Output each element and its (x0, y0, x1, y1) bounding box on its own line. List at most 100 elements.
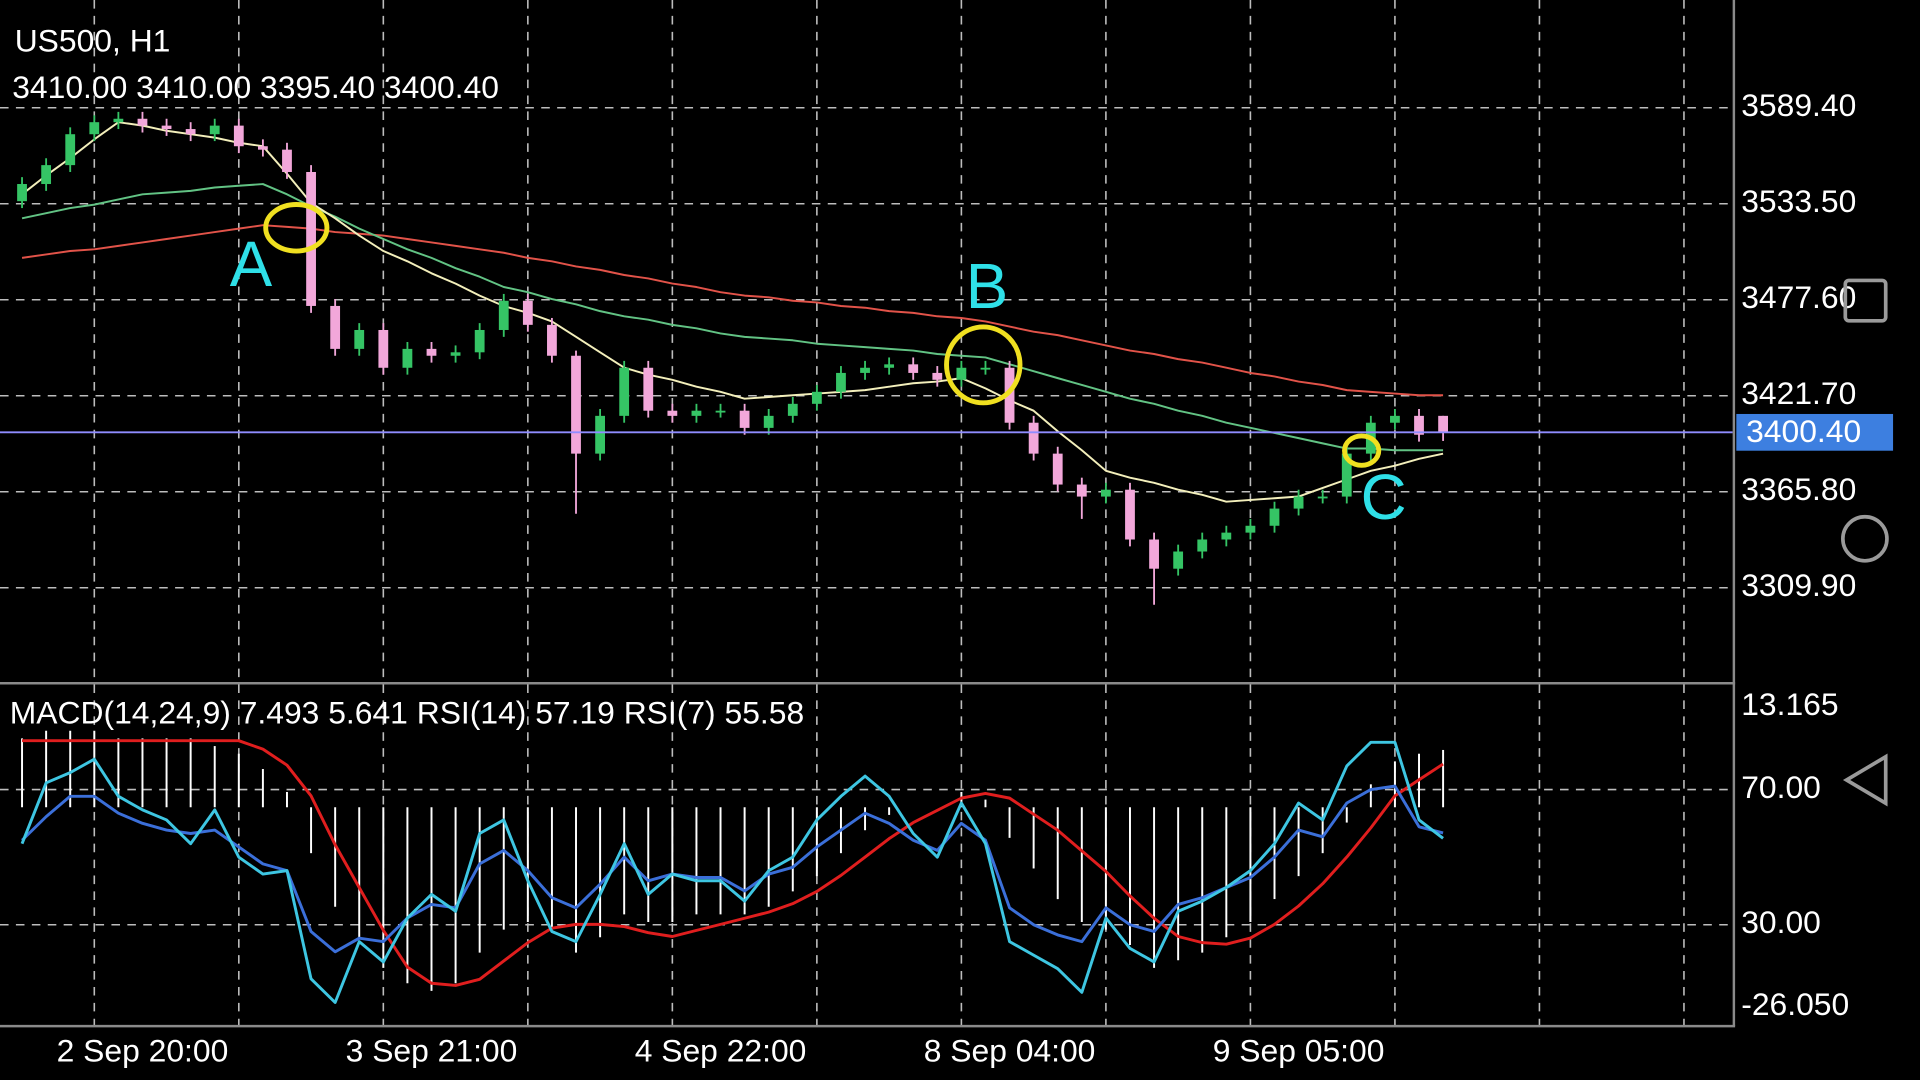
candle-body (17, 184, 27, 202)
candle-body (1149, 539, 1159, 569)
candle-body (1245, 525, 1256, 533)
candle-body (884, 364, 895, 368)
x-tick-label: 2 Sep 20:00 (57, 1032, 229, 1068)
candle-body (209, 125, 220, 135)
highlight-circle (1342, 433, 1382, 468)
moving-average (21, 224, 1444, 397)
candle-body (571, 355, 581, 454)
candle-body (113, 118, 124, 123)
indicator-line (21, 784, 1444, 954)
candle-body (89, 122, 100, 135)
marks (0, 111, 1733, 1004)
candle-body (547, 324, 557, 356)
x-tick-label: 9 Sep 05:00 (1213, 1032, 1385, 1068)
candle-body (1101, 489, 1111, 497)
highlight-circle (944, 324, 1023, 406)
candle-body (1173, 551, 1184, 569)
x-tick-label: 4 Sep 22:00 (635, 1032, 807, 1068)
chart-subtitle: 3410.00 3410.00 3395.40 3400.40 (12, 69, 499, 105)
candle-body (1125, 489, 1135, 540)
candle-body (619, 367, 630, 416)
candle-body (715, 410, 726, 413)
candle-body (643, 367, 654, 411)
y-tick-label: 3365.80 (1741, 471, 1856, 507)
fullscreen-button[interactable] (1843, 278, 1888, 323)
candle-body (980, 367, 991, 370)
candle-body (1197, 539, 1208, 552)
y-tick-label: 3309.90 (1741, 567, 1856, 603)
candle-body (1076, 484, 1087, 497)
candle-body (258, 146, 268, 150)
candle-body (787, 403, 798, 416)
candle-body (1293, 496, 1304, 509)
candle-body (474, 329, 485, 353)
indicator-line (20, 740, 1444, 1004)
candle-body (1221, 532, 1232, 540)
candle-body (330, 305, 341, 349)
candle-body (1317, 496, 1328, 499)
candle-body (233, 125, 244, 147)
candle-body (354, 329, 365, 349)
y-tick-label: 3477.60 (1741, 279, 1856, 315)
candle-body (282, 149, 292, 172)
highlight-circle (263, 202, 330, 254)
y-tick-label: -26.050 (1741, 986, 1849, 1022)
candle-body (595, 415, 605, 454)
candle-body (956, 367, 967, 380)
candle-body (402, 348, 413, 368)
candle-body (498, 300, 509, 330)
candle-body (691, 410, 702, 416)
candle-body (1341, 453, 1352, 497)
candle-body (137, 118, 148, 126)
annotation: A (230, 229, 273, 300)
candle-body (836, 372, 846, 392)
candle-body (908, 364, 919, 373)
current-price-label: 3400.40 (1746, 413, 1861, 449)
candle-body (1052, 453, 1063, 485)
annotation: C (1361, 462, 1407, 533)
candle-body (1004, 367, 1015, 423)
candle-body (41, 165, 52, 185)
current-price-box (1736, 413, 1894, 451)
indicator-title: MACD(14,24,9) 7.493 5.641 RSI(14) 57.19 … (10, 695, 804, 731)
candle-body (450, 352, 461, 356)
candle-body (65, 134, 76, 166)
candle-body (522, 300, 533, 325)
candle-body (1028, 422, 1039, 454)
indicator-line (22, 739, 1444, 987)
x-tick-label: 3 Sep 21:00 (346, 1032, 518, 1068)
grid (0, 0, 1733, 1027)
candle-body (667, 410, 678, 416)
candle-body (1438, 415, 1448, 433)
y-tick-label: 3421.70 (1741, 375, 1856, 411)
candle-body (932, 372, 943, 380)
candle-body (1269, 508, 1280, 526)
candle-body (860, 367, 870, 373)
candle-body (426, 348, 437, 356)
candle-body (161, 125, 172, 130)
home-button[interactable] (1841, 514, 1889, 563)
chart-title: US500, H1 (15, 22, 171, 58)
back-button[interactable] (1842, 753, 1888, 807)
y-tick-label: 3589.40 (1741, 87, 1856, 123)
y-tick-label: 13.165 (1741, 686, 1838, 722)
candle-body (763, 415, 774, 428)
labels: 3589.40 3533.50 3477.60 3421.70 3365.80 3309.… (57, 87, 1894, 1068)
moving-average (21, 183, 1444, 452)
moving-average (21, 121, 1444, 503)
candle-body (1390, 415, 1400, 423)
x-tick-label: 8 Sep 04:00 (924, 1032, 1096, 1068)
y2-tick-label: 30.00 (1741, 904, 1821, 940)
candle-body (811, 391, 822, 404)
annotation: B (966, 251, 1008, 322)
y2-tick-label: 70.00 (1741, 769, 1821, 805)
candle-body (378, 329, 389, 368)
candle-body (739, 410, 750, 428)
candle-body (1414, 415, 1424, 435)
y-tick-label: 3533.50 (1741, 183, 1856, 219)
candle-body (306, 171, 316, 306)
candle-body (185, 129, 196, 135)
